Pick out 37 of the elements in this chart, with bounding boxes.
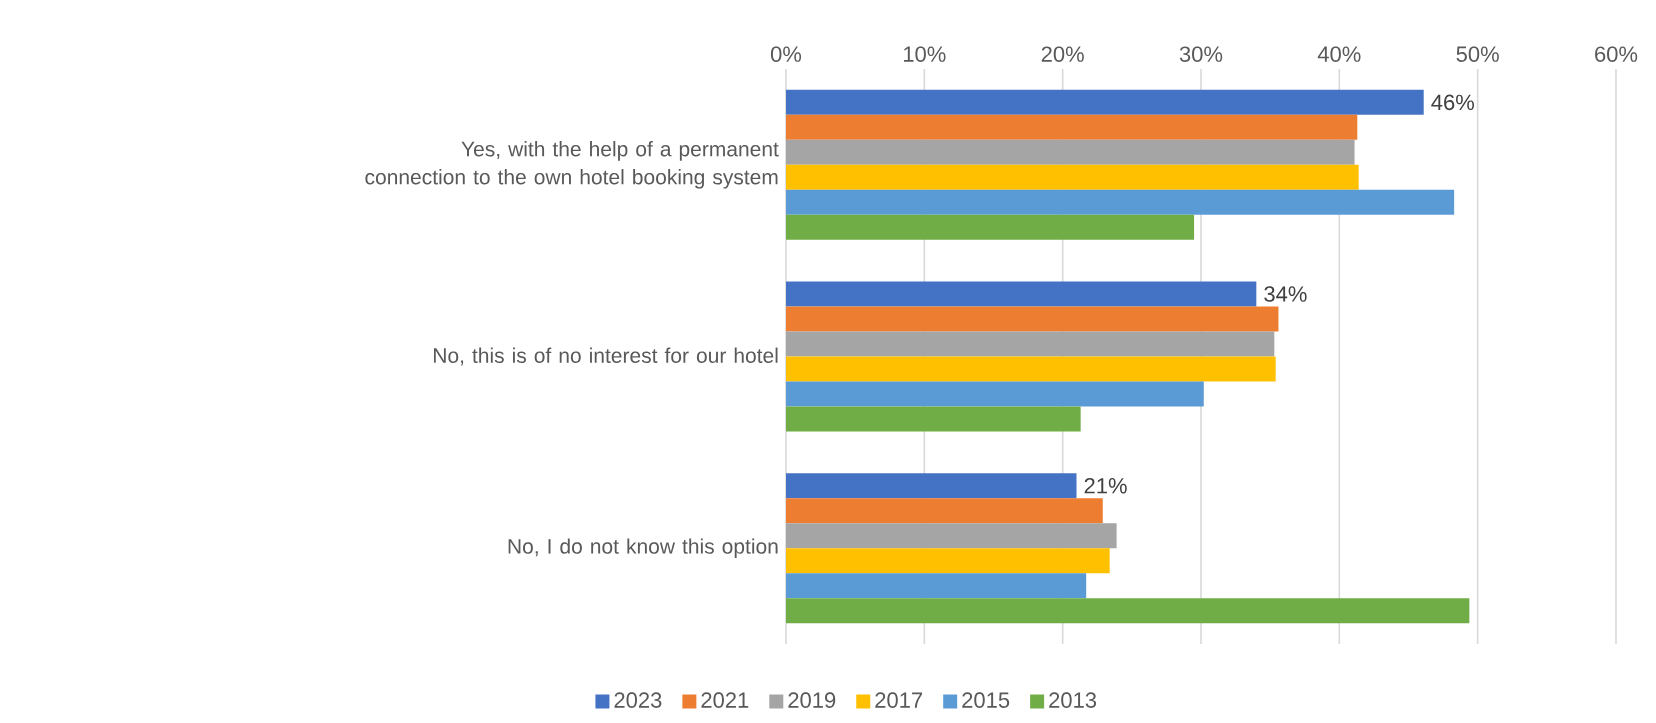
bar xyxy=(786,548,1110,574)
bar xyxy=(786,523,1117,549)
x-tick-label: 40% xyxy=(1317,46,1361,62)
legend-label: 2013 xyxy=(1049,692,1097,708)
bar xyxy=(786,114,1358,140)
legend-label: 2021 xyxy=(701,692,749,708)
legend-label: 2023 xyxy=(614,692,662,708)
legend-label: 2017 xyxy=(875,692,923,708)
legend-label: 2019 xyxy=(788,692,836,708)
data-label: 21% xyxy=(1084,477,1127,494)
y-tick-label: No, I do not know this option xyxy=(508,538,778,558)
bar xyxy=(786,473,1077,499)
bar xyxy=(786,406,1081,432)
bar xyxy=(786,598,1470,624)
bar xyxy=(786,381,1204,407)
bar xyxy=(786,306,1279,332)
x-tick-label: 60% xyxy=(1595,46,1638,62)
bar xyxy=(786,164,1359,190)
bar xyxy=(786,356,1276,382)
bar xyxy=(786,89,1424,115)
x-tick-label: 10% xyxy=(903,46,946,62)
bar xyxy=(786,214,1195,240)
data-label: 34% xyxy=(1264,286,1307,302)
bar xyxy=(786,498,1103,524)
bar xyxy=(786,281,1257,307)
x-tick-label: 20% xyxy=(1041,46,1084,62)
x-tick-label: 30% xyxy=(1179,46,1223,62)
x-tick-label: 50% xyxy=(1456,46,1499,62)
legend-label: 2015 xyxy=(962,692,1010,708)
bar xyxy=(786,139,1355,165)
y-tick-label: No, this is of no interest for our hotel xyxy=(434,347,778,366)
bar xyxy=(786,573,1087,599)
data-label: 46% xyxy=(1431,94,1474,111)
y-tick-label: Yes, with the help of a permanent connection to the own hotel booking system xyxy=(365,141,779,189)
bar xyxy=(786,189,1455,215)
bar xyxy=(786,331,1275,357)
x-tick-label: 0% xyxy=(770,46,802,62)
